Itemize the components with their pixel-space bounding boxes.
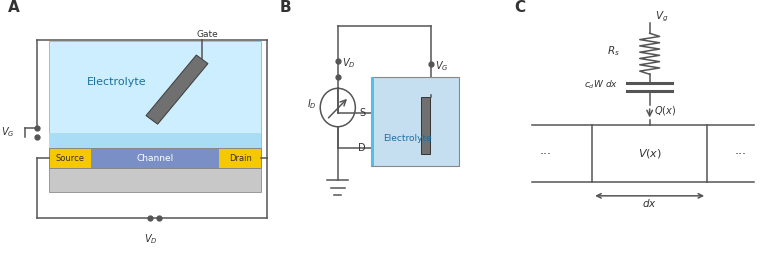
Text: $V_G$: $V_G$ bbox=[2, 126, 15, 140]
Text: Channel: Channel bbox=[137, 154, 174, 163]
Text: D: D bbox=[358, 143, 366, 154]
Text: ...: ... bbox=[735, 144, 747, 157]
Bar bbox=[49, 148, 262, 168]
Text: $dx$: $dx$ bbox=[642, 197, 657, 209]
Text: $V_G$: $V_G$ bbox=[435, 59, 449, 73]
Text: $V(x)$: $V(x)$ bbox=[637, 147, 662, 160]
Text: $I_D$: $I_D$ bbox=[307, 98, 317, 111]
Bar bbox=[421, 97, 430, 154]
Bar bbox=[370, 77, 459, 166]
Text: B: B bbox=[279, 0, 291, 15]
Text: $V_g$: $V_g$ bbox=[655, 9, 668, 24]
Bar bbox=[49, 41, 262, 148]
Text: C: C bbox=[514, 0, 525, 15]
Text: $Q(x)$: $Q(x)$ bbox=[653, 104, 676, 118]
Bar bbox=[49, 133, 262, 148]
Polygon shape bbox=[146, 55, 208, 124]
Text: $V_D$: $V_D$ bbox=[144, 232, 158, 246]
Text: A: A bbox=[8, 0, 20, 15]
Bar bbox=[219, 148, 262, 168]
Text: S: S bbox=[360, 108, 366, 118]
Bar bbox=[49, 168, 262, 192]
Text: ...: ... bbox=[539, 144, 551, 157]
Text: Gate: Gate bbox=[196, 30, 218, 39]
Bar bbox=[49, 148, 91, 168]
Text: Source: Source bbox=[56, 154, 84, 163]
Text: Electrolyte: Electrolyte bbox=[87, 77, 147, 87]
Bar bbox=[370, 77, 374, 166]
Text: $V_D$: $V_D$ bbox=[342, 57, 356, 70]
Text: $R_s$: $R_s$ bbox=[607, 44, 620, 58]
Text: Drain: Drain bbox=[229, 154, 252, 163]
Text: $c_d W\ dx$: $c_d W\ dx$ bbox=[584, 78, 619, 91]
Text: Electrolyte: Electrolyte bbox=[384, 134, 433, 143]
Bar bbox=[49, 148, 262, 168]
